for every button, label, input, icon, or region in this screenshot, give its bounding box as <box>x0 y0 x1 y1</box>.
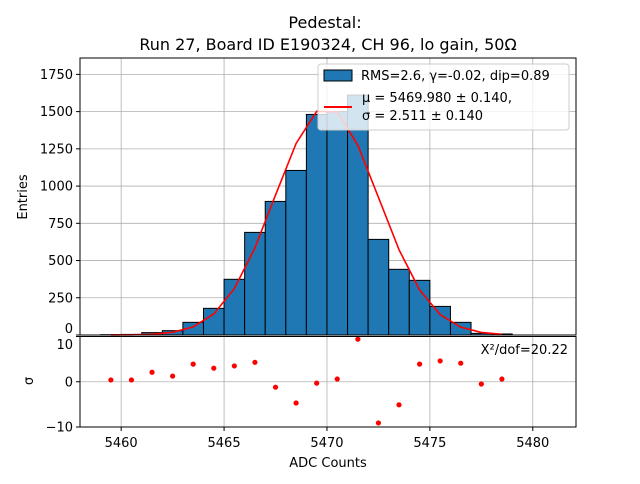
y-tick-label: 0 <box>65 322 73 337</box>
legend-label-fit-sigma: σ = 2.511 ± 0.140 <box>362 109 483 124</box>
residual-point <box>252 360 257 365</box>
histogram-bar <box>203 308 224 335</box>
y-tick-label: 1500 <box>40 105 73 120</box>
y-axis-label-sigma: σ <box>22 377 37 385</box>
histogram-bar <box>306 114 327 335</box>
residual-point <box>129 377 134 382</box>
residual-point <box>355 337 360 342</box>
chart-title-line1: Pedestal: <box>288 13 361 32</box>
residual-point <box>417 362 422 367</box>
x-tick-label: 5460 <box>105 436 138 451</box>
y-tick-label: 1000 <box>40 180 73 195</box>
residual-point <box>335 376 340 381</box>
residual-point <box>149 370 154 375</box>
histogram-bar <box>265 201 286 335</box>
y-tick-label: 250 <box>48 291 73 306</box>
x-tick-label: 5470 <box>310 436 343 451</box>
residual-point <box>232 363 237 368</box>
y-tick-label: −10 <box>46 421 73 436</box>
histogram-bar <box>368 239 389 335</box>
chi2-annotation: X²/dof=20.22 <box>481 343 568 358</box>
residual-point <box>273 385 278 390</box>
y-tick-label: 1750 <box>40 68 73 83</box>
residual-point <box>314 381 319 386</box>
legend-patch-histogram <box>324 70 352 81</box>
residual-point <box>458 361 463 366</box>
x-tick-label: 5475 <box>413 436 446 451</box>
y-tick-label: 0 <box>65 375 73 390</box>
residual-point <box>499 376 504 381</box>
residual-point <box>479 381 484 386</box>
y-tick-label: 10 <box>56 338 73 353</box>
chart-title-line2: Run 27, Board ID E190324, CH 96, lo gain… <box>139 35 516 54</box>
residual-point <box>108 377 113 382</box>
histogram-bar <box>327 112 348 335</box>
x-tick-label: 5480 <box>516 436 549 451</box>
residual-point <box>191 362 196 367</box>
y-tick-label: 750 <box>48 217 73 232</box>
histogram-bar <box>389 269 410 335</box>
residual-point <box>170 373 175 378</box>
residual-point <box>438 358 443 363</box>
legend-label-histogram: RMS=2.6, γ=-0.02, dip=0.89 <box>361 69 550 84</box>
histogram-bar <box>348 95 369 335</box>
histogram-bar <box>286 170 307 335</box>
residual-point <box>211 366 216 371</box>
residual-point <box>396 402 401 407</box>
y-tick-label: 1250 <box>40 142 73 157</box>
legend: RMS=2.6, γ=-0.02, dip=0.89 μ = 5469.980 … <box>318 64 569 130</box>
residual-point <box>376 420 381 425</box>
y-tick-label: 500 <box>48 254 73 269</box>
legend-label-fit-mu: μ = 5469.980 ± 0.140, <box>362 91 512 106</box>
x-axis-label: ADC Counts <box>289 456 367 471</box>
histogram-bar <box>430 306 451 335</box>
residual-point <box>293 400 298 405</box>
y-axis-label-entries: Entries <box>16 174 31 220</box>
x-tick-label: 5465 <box>208 436 241 451</box>
